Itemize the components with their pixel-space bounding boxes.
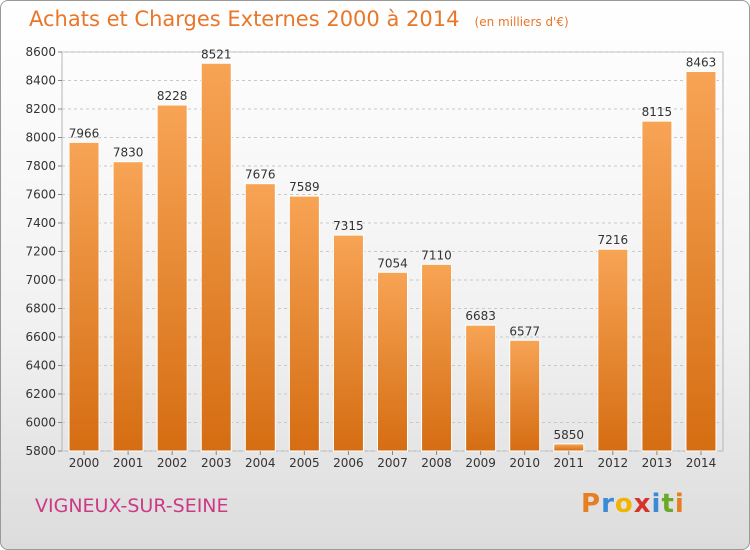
y-tick-label: 6400	[25, 359, 56, 373]
y-tick-label: 6000	[25, 416, 56, 430]
y-tick-label: 7000	[25, 273, 56, 287]
x-tick-label: 2011	[553, 456, 584, 470]
bar-value-label: 8228	[157, 89, 188, 103]
x-tick-label: 2010	[509, 456, 540, 470]
logo-letter: o	[614, 489, 634, 519]
chart-unit-note: (en milliers d'€)	[474, 15, 569, 29]
bar-value-label: 6577	[509, 324, 540, 338]
bar	[288, 195, 320, 452]
x-tick-label: 2002	[157, 456, 188, 470]
bar-value-label: 7830	[113, 146, 144, 160]
bar	[421, 263, 453, 452]
bar	[200, 62, 232, 452]
bar	[465, 324, 497, 452]
logo-letter: i	[674, 489, 685, 519]
bar-value-label: 7966	[69, 126, 100, 140]
y-tick-label: 7200	[25, 245, 56, 259]
bar-value-label: 8463	[686, 56, 717, 70]
x-tick-label: 2007	[377, 456, 408, 470]
y-tick-label: 8400	[25, 74, 56, 88]
logo-letter: P	[581, 489, 602, 519]
chart-title-block: Achats et Charges Externes 2000 à 2014 (…	[29, 7, 569, 31]
bar	[244, 183, 276, 452]
x-tick-label: 2000	[69, 456, 100, 470]
y-tick-label: 8000	[25, 131, 56, 145]
y-tick-label: 5800	[25, 444, 56, 458]
logo-letter: r	[601, 489, 615, 519]
y-tick-label: 7600	[25, 188, 56, 202]
bar-value-label: 7676	[245, 168, 276, 182]
bar-value-label: 7110	[421, 248, 452, 262]
bar	[377, 271, 408, 452]
x-tick-label: 2008	[421, 456, 452, 470]
bar-value-label: 8115	[642, 105, 673, 119]
x-tick-label: 2012	[598, 456, 629, 470]
chart-title: Achats et Charges Externes 2000 à 2014	[29, 7, 460, 31]
x-tick-label: 2005	[289, 456, 320, 470]
bar-value-label: 7054	[377, 256, 408, 270]
place-name: VIGNEUX-SUR-SEINE	[35, 495, 229, 517]
x-tick-label: 2013	[642, 456, 673, 470]
y-tick-label: 7800	[25, 159, 56, 173]
logo-letter: x	[633, 489, 652, 519]
y-tick-label: 8600	[25, 45, 56, 59]
x-tick-label: 2004	[245, 456, 276, 470]
y-tick-label: 6800	[25, 302, 56, 316]
y-tick-label: 6200	[25, 387, 56, 401]
logo-letter: i	[651, 489, 662, 519]
proxiti-logo: Proxiti	[581, 489, 685, 519]
logo-letter: t	[661, 489, 675, 519]
bar	[112, 161, 144, 452]
bar-value-label: 6683	[465, 309, 496, 323]
bar-value-label: 5850	[553, 428, 584, 442]
bar	[641, 120, 673, 452]
bar-value-label: 8521	[201, 47, 232, 61]
x-tick-label: 2001	[113, 456, 144, 470]
y-tick-label: 7400	[25, 216, 56, 230]
x-tick-label: 2003	[201, 456, 232, 470]
x-tick-label: 2014	[686, 456, 717, 470]
bar	[68, 141, 100, 452]
x-tick-label: 2009	[465, 456, 496, 470]
bar	[553, 443, 585, 452]
bar	[685, 71, 717, 452]
y-tick-label: 8200	[25, 102, 56, 116]
bar	[597, 248, 629, 452]
x-tick-label: 2006	[333, 456, 364, 470]
bar	[156, 104, 188, 452]
bar-value-label: 7589	[289, 180, 320, 194]
bar	[509, 339, 541, 452]
bar-value-label: 7315	[333, 219, 364, 233]
y-tick-label: 6600	[25, 330, 56, 344]
bar-value-label: 7216	[598, 233, 629, 247]
bar	[332, 234, 364, 452]
